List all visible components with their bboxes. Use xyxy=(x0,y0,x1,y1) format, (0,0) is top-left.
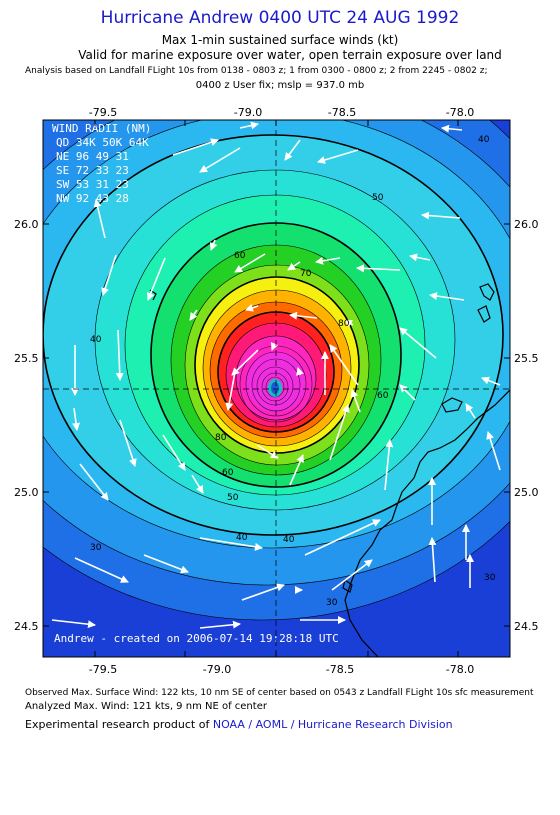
credit-organization: NOAA / AOML / Hurricane Research Divisio… xyxy=(212,718,453,731)
map-title: Hurricane Andrew 0400 UTC 24 AUG 1992 xyxy=(100,8,460,28)
wind-radii-row-nw: NW 92 43 28 xyxy=(56,192,129,205)
lon-label-bottom: -78.0 xyxy=(446,663,474,675)
analyzed-max-wind: Analyzed Max. Wind: 121 kts, 9 nm NE of … xyxy=(25,701,267,712)
lon-label-bottom: -79.5 xyxy=(89,663,117,675)
graticule xyxy=(43,120,510,657)
contour-label-50: 50 xyxy=(372,193,384,203)
creation-stamp: Andrew - created on 2006-07-14 19:28:18 … xyxy=(54,632,339,645)
user-fix: 0400 z User fix; mslp = 937.0 mb xyxy=(195,80,365,91)
contour-label-30-right: 30 xyxy=(484,573,496,583)
lon-label-top: -79.5 xyxy=(89,106,117,119)
lat-label-left: 25.5 xyxy=(14,352,39,365)
contour-label-60-lower: 60 xyxy=(222,468,234,478)
lat-label-right: 25.5 xyxy=(514,352,539,365)
credit-line: Experimental research product of NOAA / … xyxy=(25,718,453,731)
wind-radii-row-ne: NE 96 49 31 xyxy=(56,150,129,163)
wind-radii-row-sw: SW 53 31 23 xyxy=(56,178,129,191)
contour-label-40-left: 40 xyxy=(90,335,102,345)
lat-label-left: 25.0 xyxy=(14,486,39,499)
wind-radii-header: QD 34K 50K 64K xyxy=(56,136,149,149)
lon-labels-bottom: -79.5 -79.0 -78.5 -78.0 xyxy=(89,663,474,675)
wind-radii-title: WIND RADII (NM) xyxy=(52,122,151,135)
contour-label-50-lower: 50 xyxy=(227,493,239,503)
wind-radii-table: WIND RADII (NM) QD 34K 50K 64K NE 96 49 … xyxy=(52,122,151,205)
map-subtitle: Max 1-min sustained surface winds (kt) xyxy=(161,33,399,47)
contour-label-80-lower: 80 xyxy=(215,433,227,443)
contour-label-30-left: 30 xyxy=(90,543,102,553)
lon-label-top: -78.0 xyxy=(446,106,474,119)
lat-labels-left: 26.0 25.5 25.0 24.5 xyxy=(14,218,39,633)
lat-label-right: 25.0 xyxy=(514,486,539,499)
wind-vectors xyxy=(51,121,501,629)
wind-contours: 40 50 60 70 80 80 60 60 50 40 40 40 30 3… xyxy=(43,120,510,657)
lon-labels-top: -79.5 -79.0 -78.5 -78.0 xyxy=(89,106,474,119)
contour-label-40: 40 xyxy=(478,135,490,145)
lon-label-bottom: -79.0 xyxy=(203,663,231,675)
contour-label-60: 60 xyxy=(234,251,246,261)
observed-max-wind: Observed Max. Surface Wind: 122 kts, 10 … xyxy=(25,688,534,698)
axis-ticks xyxy=(43,120,510,657)
lon-label-top: -79.0 xyxy=(234,106,262,119)
lat-label-right: 24.5 xyxy=(514,620,539,633)
validity-note: Valid for marine exposure over water, op… xyxy=(78,48,502,62)
contour-label-60-right: 60 xyxy=(377,391,389,401)
wind-radii-row-se: SE 72 33 23 xyxy=(56,164,129,177)
wind-field-map: 40 50 60 70 80 80 60 60 50 40 40 40 30 3… xyxy=(14,106,539,675)
lat-labels-right: 26.0 25.5 25.0 24.5 xyxy=(514,218,539,633)
lat-label-left: 24.5 xyxy=(14,620,39,633)
credit-prefix: Experimental research product of xyxy=(25,718,210,731)
contour-label-70: 70 xyxy=(300,269,312,279)
contour-label-40-mid: 40 xyxy=(283,535,295,545)
analysis-sources: Analysis based on Landfall FLight 10s fr… xyxy=(25,66,488,76)
lon-label-top: -78.5 xyxy=(328,106,356,119)
contour-label-30-bottom: 30 xyxy=(326,598,338,608)
contour-label-80: 80 xyxy=(338,319,350,329)
contour-labels: 40 50 60 70 80 80 60 60 50 40 40 40 30 3… xyxy=(90,135,496,608)
contour-label-40-lower: 40 xyxy=(236,533,248,543)
lon-label-bottom: -78.5 xyxy=(326,663,354,675)
lat-label-right: 26.0 xyxy=(514,218,539,231)
lat-label-left: 26.0 xyxy=(14,218,39,231)
